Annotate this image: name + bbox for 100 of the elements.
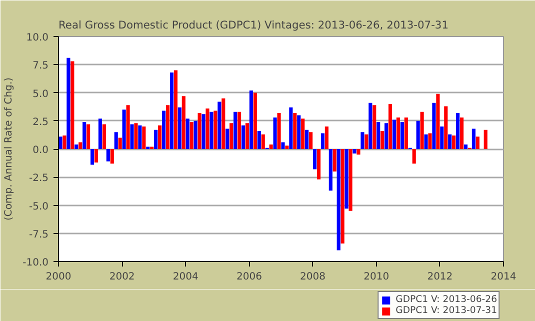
x-tick-label: 2010 [364,272,390,282]
bar [62,136,66,149]
bar [476,136,480,149]
bar [186,118,190,149]
y-tick-label: -2.5 [28,173,49,184]
y-tick-label: -10.0 [22,258,48,268]
x-tick-label: 2006 [236,272,262,282]
bar [452,136,456,149]
bar [289,107,293,149]
legend-label: GDPC1 V: 2013-07-31 [396,305,497,316]
bar [237,112,242,149]
chart-title: Real Gross Domestic Product (GDPC1) Vintages: 2013-06-26, 2013-07-31 [58,18,448,32]
bar [253,92,257,149]
bar [269,144,273,149]
y-tick-label: -7.5 [28,229,49,240]
bar [170,72,174,149]
bar [257,131,261,149]
bar [432,102,436,149]
bar [332,149,336,172]
bar [420,112,424,149]
bar [158,125,162,149]
bar [460,118,464,149]
bar [70,61,74,149]
bar [98,118,102,149]
bar [182,96,186,149]
bar [74,144,78,149]
bar [222,98,226,149]
bar [138,125,142,149]
bar [352,149,356,154]
bar [305,130,309,149]
bar [234,112,238,149]
x-tick-label: 2008 [300,272,326,282]
bar [114,132,118,149]
x-tick-label: 2014 [490,272,516,282]
y-tick-label: 10.0 [26,32,48,44]
bar [94,149,98,162]
bar [356,149,360,155]
bar [245,123,250,149]
bar [464,144,468,149]
bar [416,120,420,149]
bar [134,123,138,149]
bar [154,130,158,149]
bar [484,130,488,149]
bar [384,123,388,149]
bar [118,138,122,149]
bar [194,120,198,149]
bar [106,149,110,162]
bar [226,128,230,149]
bar [400,122,404,149]
bar [320,133,325,149]
bar [380,131,384,149]
bar [277,113,281,149]
bar [368,102,372,149]
bar [249,90,253,149]
bar [448,134,452,149]
bar [436,94,440,149]
bar [66,58,70,149]
bar [230,123,234,149]
bar [364,134,368,149]
bar [392,120,396,149]
bar [301,118,305,149]
bar [90,149,94,165]
bar [206,108,210,149]
bar [440,126,444,149]
bar [110,149,114,164]
x-tick-label: 2012 [427,272,453,282]
bar [122,110,126,149]
y-tick-label: 5.0 [32,88,49,100]
bar [178,107,182,149]
bar [336,149,340,250]
bar [309,132,313,149]
bar [404,118,408,149]
bar [412,149,416,164]
bar [174,70,178,149]
bar [102,124,106,149]
bar [340,149,344,244]
bar [444,106,448,149]
bar [348,149,352,211]
bar [210,112,214,149]
bar [324,126,328,149]
bar [293,113,297,149]
y-tick-label: 7.5 [32,60,49,72]
bar [218,102,222,149]
bar [142,126,146,149]
bar [86,124,90,149]
bar [388,104,392,149]
bar [312,149,317,170]
bar [58,136,62,149]
bar [472,128,476,149]
bar [328,149,332,191]
bar [360,132,364,149]
bar [281,142,285,149]
bar [424,134,428,149]
bar [273,118,277,149]
bar [82,122,86,149]
bar [162,110,166,149]
y-tick-label: 2.5 [32,116,49,128]
bar [198,113,202,149]
bar [285,146,289,149]
bar [190,122,194,149]
